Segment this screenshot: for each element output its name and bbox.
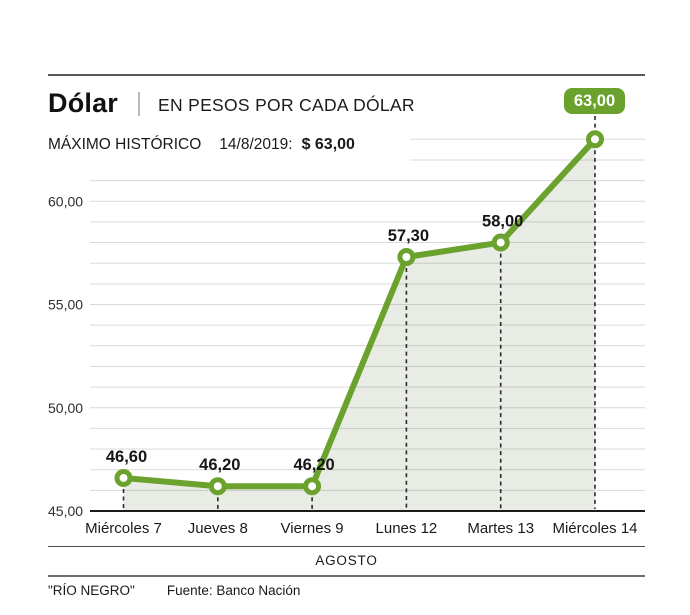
max-historic-note: MÁXIMO HISTÓRICO 14/8/2019: $ 63,00: [48, 136, 355, 154]
header: Dólar EN PESOS POR CADA DÓLAR: [48, 88, 415, 119]
series-line: [120, 136, 598, 490]
x-axis-title: AGOSTO: [315, 553, 378, 568]
x-axis-tick: Viernes 9: [281, 520, 344, 537]
x-axis-tick: Martes 13: [467, 520, 534, 537]
data-point-marker: [491, 233, 510, 252]
y-axis-tick: 45,00: [48, 503, 83, 519]
footer: "RÍO NEGRO" Fuente: Banco Nación: [48, 583, 300, 598]
y-axis-tick: 50,00: [48, 400, 83, 416]
y-axis-tick: 60,00: [48, 193, 83, 209]
data-point-label: 57,30: [388, 227, 429, 245]
data-source: Fuente: Banco Nación: [166, 583, 301, 598]
axis-divider: [48, 546, 645, 547]
data-point-label: 46,20: [293, 456, 334, 474]
data-point-marker: [208, 477, 227, 496]
x-axis-tick: Miércoles 7: [85, 520, 162, 537]
max-historic-label: MÁXIMO HISTÓRICO: [48, 136, 202, 153]
max-historic-date: 14/8/2019:: [219, 136, 293, 153]
data-point-label: 46,20: [199, 456, 240, 474]
data-point-marker: [586, 130, 604, 149]
max-historic-value: $ 63,00: [301, 136, 355, 153]
data-point-label: 46,60: [106, 448, 147, 466]
footer-divider: [48, 575, 645, 577]
max-value-badge: 63,00: [564, 88, 625, 114]
x-axis-tick: Jueves 8: [188, 520, 248, 537]
data-point-marker: [397, 248, 416, 267]
y-axis-tick: 55,00: [48, 297, 83, 313]
publication-name: "RÍO NEGRO": [48, 583, 135, 598]
data-point-label: 58,00: [482, 213, 523, 231]
page-title: Dólar: [48, 88, 119, 118]
chart-subtitle: EN PESOS POR CADA DÓLAR: [158, 94, 415, 115]
x-axis-tick: Miércoles 14: [552, 520, 637, 537]
top-divider: [48, 74, 645, 76]
title-divider: [138, 91, 141, 116]
x-axis-tick: Lunes 12: [376, 520, 438, 537]
area-fill: [123, 139, 595, 512]
data-point-marker: [303, 477, 322, 496]
data-point-marker: [114, 468, 133, 487]
